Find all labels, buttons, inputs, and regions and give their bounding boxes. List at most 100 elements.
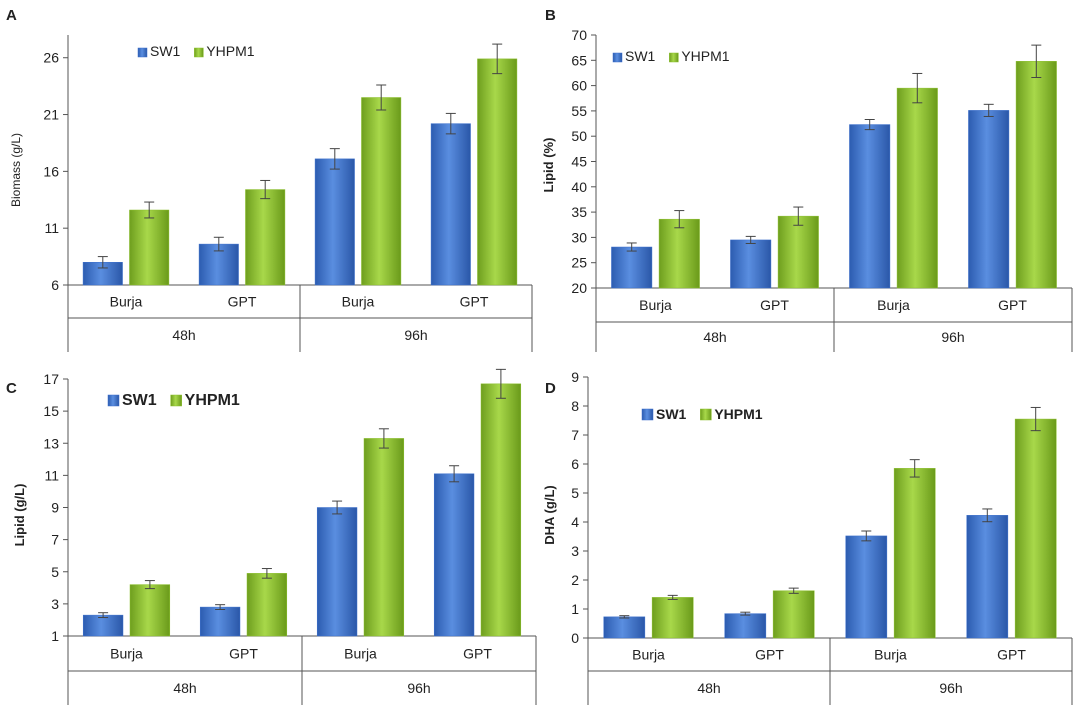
bar-yhpm1 xyxy=(363,438,405,637)
x-group-label: 96h xyxy=(941,329,964,345)
y-tick-label: 2 xyxy=(571,572,579,588)
x-category-label: Burja xyxy=(344,646,377,662)
y-tick-label: 30 xyxy=(571,229,587,245)
bar-yhpm1 xyxy=(1015,61,1057,289)
legend-swatch-yhpm1 xyxy=(170,394,182,407)
y-tick-label: 9 xyxy=(571,369,579,385)
chart-panel-b: B Lipid (%) 20 25 30 35 40 45 50 55 60 65 70 Burja GPT… xyxy=(541,7,1073,352)
panel-letter: A xyxy=(6,7,17,24)
bar-sw1 xyxy=(603,616,646,639)
x-group-label: 48h xyxy=(697,680,720,696)
legend-label-sw1: SW1 xyxy=(150,43,181,59)
y-tick-label: 11 xyxy=(44,467,59,483)
x-group-label: 48h xyxy=(703,329,726,345)
bar-yhpm1 xyxy=(1014,418,1057,639)
bar-sw1 xyxy=(730,239,772,289)
y-tick-label: 6 xyxy=(51,277,59,293)
x-category-label: Burja xyxy=(877,297,910,313)
legend-swatch-yhpm1 xyxy=(700,408,712,421)
legend-label-yhpm1: YHPM1 xyxy=(681,48,729,64)
bar-yhpm1 xyxy=(129,209,170,286)
x-category-label: GPT xyxy=(463,646,492,662)
y-axis-label: Lipid (g/L) xyxy=(12,484,27,547)
legend-swatch-sw1 xyxy=(107,394,120,407)
bar-yhpm1 xyxy=(129,584,171,637)
y-tick-label: 16 xyxy=(43,163,59,179)
bar-yhpm1 xyxy=(480,383,522,637)
x-category-label: Burja xyxy=(110,294,143,310)
bar-yhpm1 xyxy=(245,189,286,286)
y-tick-label: 55 xyxy=(571,103,587,119)
x-category-label: Burja xyxy=(632,647,665,663)
y-tick-label: 13 xyxy=(43,435,59,451)
legend-label-sw1: SW1 xyxy=(656,406,687,422)
y-tick-label: 5 xyxy=(571,485,579,501)
y-axis-label: DHA (g/L) xyxy=(542,485,557,544)
bar-yhpm1 xyxy=(651,597,694,639)
x-category-label: Burja xyxy=(639,297,672,313)
x-group-label: 96h xyxy=(404,327,427,343)
x-group-label: 48h xyxy=(173,680,196,696)
bar-yhpm1 xyxy=(896,87,938,289)
legend-swatch-sw1 xyxy=(641,408,654,421)
bar-sw1 xyxy=(430,123,471,286)
bar-yhpm1 xyxy=(246,573,288,637)
y-tick-label: 4 xyxy=(571,514,579,530)
legend-swatch-yhpm1 xyxy=(669,52,679,63)
y-tick-label: 11 xyxy=(44,220,59,236)
x-category-label: GPT xyxy=(760,297,789,313)
x-category-label: Burja xyxy=(342,294,375,310)
y-tick-label: 40 xyxy=(571,179,587,195)
x-category-label: Burja xyxy=(110,646,143,662)
bar-sw1 xyxy=(724,613,767,639)
y-tick-label: 25 xyxy=(571,255,587,271)
bar-yhpm1 xyxy=(477,58,518,286)
bar-sw1 xyxy=(199,606,241,637)
x-group-label: 48h xyxy=(172,327,195,343)
bar-yhpm1 xyxy=(777,215,819,289)
legend-swatch-sw1 xyxy=(612,52,623,63)
y-tick-label: 35 xyxy=(571,204,587,220)
x-category-label: GPT xyxy=(460,294,489,310)
panel-letter: C xyxy=(6,380,17,397)
x-group-label: 96h xyxy=(939,680,962,696)
x-category-label: GPT xyxy=(755,647,784,663)
x-category-label: GPT xyxy=(228,294,257,310)
x-category-label: GPT xyxy=(997,647,1026,663)
x-category-label: GPT xyxy=(998,297,1027,313)
bar-yhpm1 xyxy=(658,218,700,289)
legend-label-sw1: SW1 xyxy=(625,48,656,64)
chart-panel-a: A Biomass (g/L) 6 11 16 21 26 Burja GPT Burja GPT 4… xyxy=(6,7,533,352)
y-tick-label: 17 xyxy=(43,371,59,387)
y-tick-label: 65 xyxy=(571,52,587,68)
y-tick-label: 0 xyxy=(571,630,579,646)
bar-sw1 xyxy=(849,124,891,289)
y-tick-label: 7 xyxy=(51,532,59,548)
y-tick-label: 3 xyxy=(571,543,579,559)
legend-swatch-sw1 xyxy=(137,47,148,58)
bar-yhpm1 xyxy=(893,468,936,639)
bar-sw1 xyxy=(968,110,1010,289)
legend-label-sw1: SW1 xyxy=(122,392,157,409)
bar-yhpm1 xyxy=(772,590,815,639)
bar-sw1 xyxy=(316,507,358,637)
y-axis-label: Lipid (%) xyxy=(541,138,556,193)
panel-letter: B xyxy=(545,7,556,24)
y-tick-label: 3 xyxy=(51,596,59,612)
bar-sw1 xyxy=(966,515,1009,639)
y-tick-label: 6 xyxy=(571,456,579,472)
panel-letter: D xyxy=(545,380,556,397)
y-tick-label: 15 xyxy=(43,403,59,419)
bar-sw1 xyxy=(314,158,355,286)
legend-label-yhpm1: YHPM1 xyxy=(714,406,762,422)
bar-yhpm1 xyxy=(361,97,402,286)
y-tick-label: 50 xyxy=(571,128,587,144)
x-category-label: GPT xyxy=(229,646,258,662)
x-category-label: Burja xyxy=(874,647,907,663)
y-tick-label: 1 xyxy=(51,628,59,644)
y-tick-label: 45 xyxy=(571,154,587,170)
y-tick-label: 9 xyxy=(51,500,59,516)
bar-sw1 xyxy=(845,535,888,639)
